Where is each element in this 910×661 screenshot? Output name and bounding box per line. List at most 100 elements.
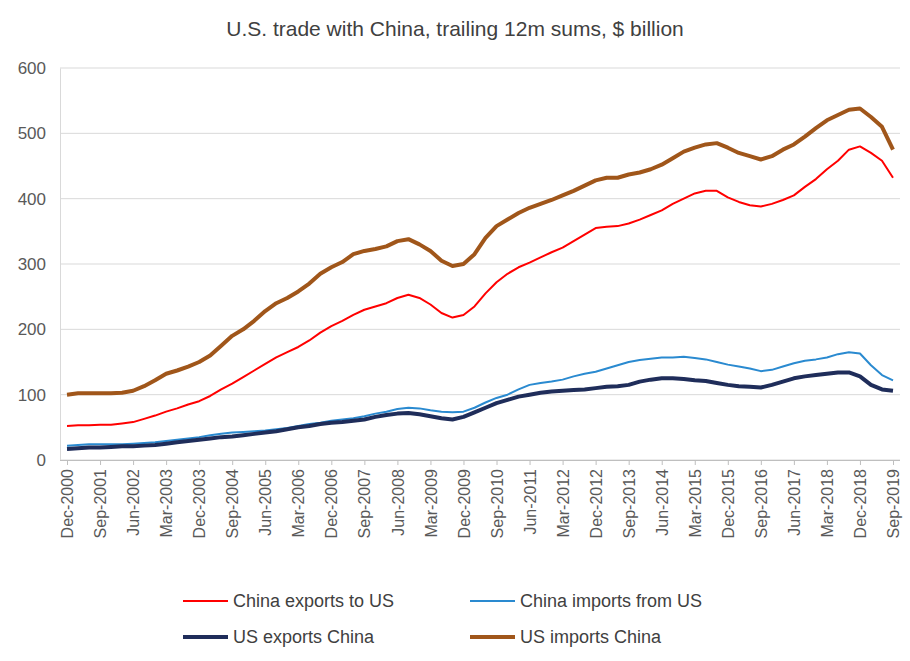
x-tick-label: Mar-2006 <box>290 469 307 538</box>
x-tick: Sep-2007 <box>356 460 373 538</box>
grid-line <box>60 133 900 134</box>
grid-line <box>60 460 900 461</box>
y-tick-label: 100 <box>18 386 46 405</box>
x-tick-label: Sep-2004 <box>224 469 241 538</box>
x-tick-label: Sep-2007 <box>356 469 373 538</box>
x-tick-label: Mar-2012 <box>555 469 572 538</box>
series-line <box>67 372 893 448</box>
x-tick: Jun-2014 <box>654 460 671 536</box>
x-tick-mark <box>596 460 597 465</box>
x-tick: Sep-2004 <box>224 460 241 538</box>
chart: U.S. trade with China, trailing 12m sums… <box>0 0 910 661</box>
x-tick: Jun-2017 <box>786 460 803 536</box>
y-tick: 0 <box>37 451 60 470</box>
x-tick-mark <box>265 460 266 465</box>
x-tick-label: Sep-2001 <box>92 469 109 538</box>
grid-line <box>60 264 900 265</box>
legend-label: US exports China <box>233 627 375 647</box>
legend-label: US imports China <box>520 627 662 647</box>
y-tick: 300 <box>18 255 60 274</box>
grid-line <box>60 68 900 69</box>
grid-line <box>60 198 900 199</box>
x-tick: Jun-2002 <box>125 460 142 536</box>
x-tick-label: Sep-2019 <box>885 469 902 538</box>
legend-item: US imports China <box>470 627 662 647</box>
x-tick: Sep-2013 <box>621 460 638 538</box>
grid <box>60 68 900 460</box>
x-tick-mark <box>497 460 498 465</box>
x-tick-mark <box>662 460 663 465</box>
x-tick-mark <box>364 460 365 465</box>
grid-line <box>60 394 900 395</box>
legend-label: China exports to US <box>233 591 394 611</box>
y-tick-label: 600 <box>18 59 46 78</box>
x-tick-mark <box>860 460 861 465</box>
y-tick: 500 <box>18 124 60 143</box>
y-tick-label: 500 <box>18 124 46 143</box>
y-axis-line <box>60 69 61 461</box>
x-tick: Dec-2012 <box>588 460 605 538</box>
x-tick: Sep-2001 <box>92 460 109 538</box>
lines <box>67 109 893 449</box>
legend-item: US exports China <box>183 627 375 647</box>
y-tick: 600 <box>18 59 60 78</box>
legend-item: China imports from US <box>470 591 702 611</box>
x-tick-label: Jun-2008 <box>390 469 407 536</box>
y-tick-label: 200 <box>18 320 46 339</box>
x-tick-label: Mar-2009 <box>423 469 440 538</box>
x-tick-mark <box>298 460 299 465</box>
x-tick-label: Jun-2002 <box>125 469 142 536</box>
x-tick-mark <box>893 460 894 465</box>
x-tick-mark <box>463 460 464 465</box>
y-axis: 0 100 200 300 400 500 600 <box>18 59 61 470</box>
x-tick-label: Mar-2018 <box>819 469 836 538</box>
x-axis: Dec-2000Sep-2001Jun-2002Mar-2003Dec-2003… <box>59 460 902 538</box>
x-tick-label: Jun-2005 <box>257 469 274 536</box>
y-tick-label: 0 <box>37 451 46 470</box>
x-tick: Mar-2003 <box>158 460 175 537</box>
x-tick-mark <box>563 460 564 465</box>
x-tick: Dec-2006 <box>323 460 340 538</box>
legend-swatch <box>183 600 228 602</box>
x-tick-mark <box>67 460 68 465</box>
x-tick-label: Dec-2003 <box>191 469 208 538</box>
x-tick-label: Dec-2018 <box>852 469 869 538</box>
legend-item: China exports to US <box>183 591 394 611</box>
x-tick-label: Dec-2015 <box>720 469 737 538</box>
x-tick-mark <box>232 460 233 465</box>
x-tick-label: Dec-2012 <box>588 469 605 538</box>
x-tick: Jun-2008 <box>390 460 407 536</box>
y-tick-label: 400 <box>18 190 46 209</box>
legend-swatch <box>470 600 515 602</box>
x-tick-label: Jun-2017 <box>786 469 803 536</box>
series-line <box>67 109 893 395</box>
x-tick-mark <box>827 460 828 465</box>
legend-swatch <box>470 635 515 639</box>
y-tick: 400 <box>18 190 60 209</box>
x-tick-label: Sep-2016 <box>753 469 770 538</box>
x-tick: Mar-2009 <box>423 460 440 537</box>
x-tick-mark <box>331 460 332 465</box>
x-tick-label: Dec-2006 <box>323 469 340 538</box>
x-tick-mark <box>629 460 630 465</box>
x-tick-mark <box>199 460 200 465</box>
x-tick: Jun-2011 <box>522 460 539 535</box>
x-tick-label: Sep-2010 <box>489 469 506 538</box>
x-tick: Mar-2018 <box>819 460 836 537</box>
title: U.S. trade with China, trailing 12m sums… <box>226 17 684 40</box>
x-tick: Mar-2006 <box>290 460 307 537</box>
grid-line <box>60 329 900 330</box>
y-tick-label: 300 <box>18 255 46 274</box>
x-tick-label: Jun-2014 <box>654 469 671 536</box>
x-tick: Mar-2012 <box>555 460 572 537</box>
x-tick: Sep-2016 <box>753 460 770 538</box>
x-tick-label: Sep-2013 <box>621 469 638 538</box>
x-tick-mark <box>166 460 167 465</box>
x-tick-mark <box>430 460 431 465</box>
x-tick: Mar-2015 <box>687 460 704 537</box>
legend-label: China imports from US <box>520 591 702 611</box>
x-tick-label: Jun-2011 <box>522 469 539 535</box>
x-axis-line <box>60 460 900 461</box>
x-tick-mark <box>100 460 101 465</box>
x-tick: Dec-2015 <box>720 460 737 538</box>
